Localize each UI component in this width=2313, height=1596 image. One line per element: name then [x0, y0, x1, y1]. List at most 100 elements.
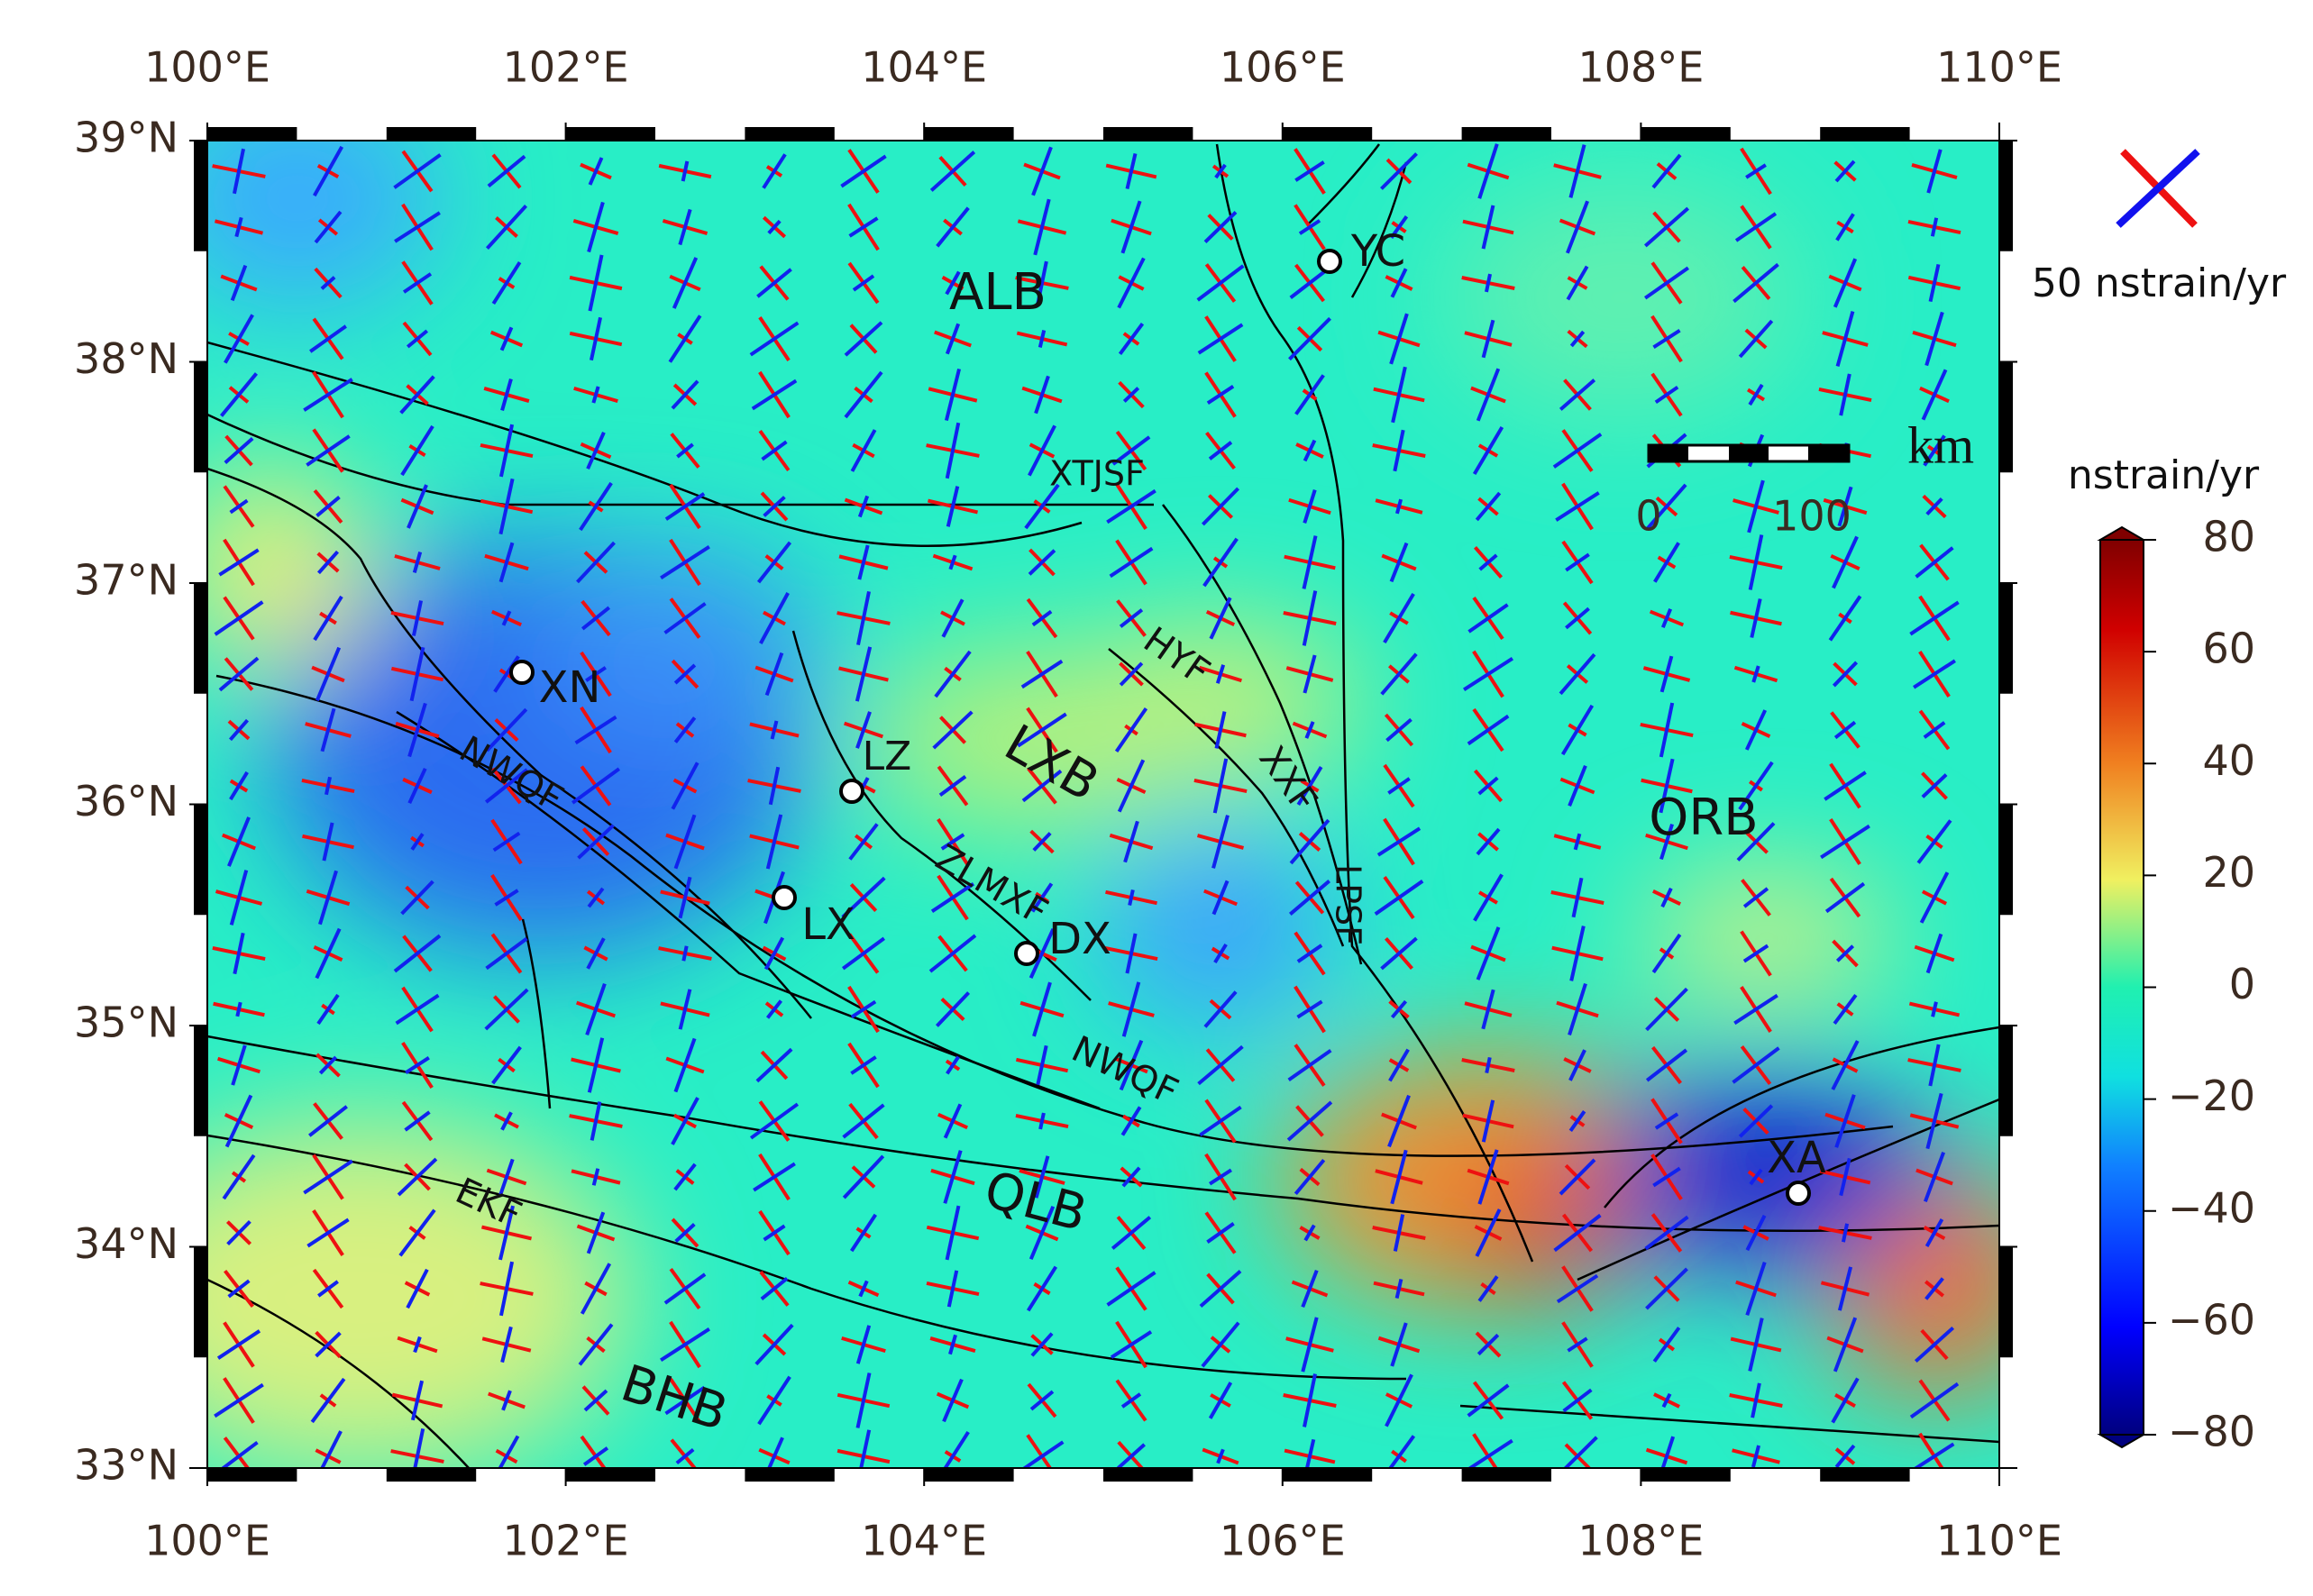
strain-compression — [1660, 607, 1673, 629]
strain-compression — [1645, 987, 1688, 1032]
strain-compression — [393, 934, 442, 973]
strain-compression — [322, 822, 334, 862]
strain-compression — [660, 545, 710, 579]
lat-tick-label: 36°N — [74, 777, 178, 825]
strain-compression — [1387, 777, 1411, 795]
strain-compression — [1738, 761, 1774, 811]
strain-compression — [1125, 933, 1138, 974]
strain-compression — [303, 378, 353, 412]
colorbar-tick-label: 40 — [2202, 736, 2255, 785]
strain-compression — [586, 1211, 606, 1254]
strain-compression — [1021, 1440, 1065, 1468]
strain-compression — [850, 429, 877, 472]
strain-compression — [759, 592, 790, 644]
strain-compression — [229, 771, 249, 801]
strain-compression — [1288, 316, 1331, 361]
strain-compression — [1123, 820, 1139, 863]
strain-compression — [1117, 257, 1146, 309]
strain-compression — [678, 876, 692, 919]
strain-compression — [934, 650, 972, 698]
strain-compression — [1296, 766, 1323, 806]
strain-compression — [582, 1446, 609, 1466]
strain-compression — [1748, 534, 1764, 590]
strain-compression — [411, 600, 424, 636]
strain-compression — [1389, 215, 1409, 239]
strain-compression — [1925, 1092, 1943, 1150]
scale-unit: km — [1907, 415, 1974, 474]
strain-compression — [1303, 1224, 1316, 1242]
strain-compression — [574, 715, 617, 745]
strain-compression — [1380, 936, 1418, 971]
colorbar-tick-label: −60 — [2168, 1295, 2255, 1344]
strain-compression — [1206, 1222, 1235, 1244]
strain-compression — [227, 1279, 251, 1299]
strain-compression — [1925, 933, 1943, 974]
strain-compression — [1032, 832, 1052, 852]
strain-compression — [844, 370, 883, 419]
strain-compression — [753, 1162, 796, 1192]
strain-compression — [768, 766, 781, 806]
strain-compression — [857, 544, 870, 580]
strain-compression — [1477, 776, 1499, 796]
strain-compression — [671, 762, 699, 810]
strain-compression — [1208, 1382, 1233, 1419]
strain-compression — [1467, 1438, 1513, 1468]
strain-compression — [1031, 146, 1053, 196]
strain-compression — [228, 718, 250, 742]
strain-compression — [1556, 1273, 1599, 1304]
strain-compression — [309, 324, 347, 353]
lon-tick-label: 102°E — [503, 1517, 629, 1565]
strain-compression — [1654, 1112, 1679, 1130]
strain-compression — [1914, 1442, 1955, 1468]
strain-compression — [498, 542, 515, 583]
strain-compression — [1117, 759, 1146, 813]
strain-compression — [1128, 889, 1135, 906]
strain-compression — [1389, 542, 1409, 583]
strain-compression — [485, 768, 528, 804]
strain-compression — [770, 720, 779, 740]
strain-compression — [757, 1375, 791, 1426]
strain-compression — [1026, 1265, 1058, 1312]
strain-compression — [1565, 606, 1590, 630]
strain-compression — [1030, 882, 1054, 913]
strain-compression — [1475, 491, 1502, 522]
strain-compression — [325, 776, 332, 796]
strain-compression — [1120, 1392, 1142, 1409]
scale-tick: 100 — [1772, 492, 1851, 541]
strain-compression — [1659, 655, 1674, 693]
strain-compression — [586, 937, 606, 970]
strain-compression — [674, 1223, 696, 1243]
strain-compression — [320, 707, 336, 752]
strain-compression — [1553, 1213, 1602, 1253]
strain-compression — [945, 1205, 961, 1261]
strain-compression — [1748, 1318, 1764, 1372]
lat-tick-label: 38°N — [74, 334, 178, 383]
strain-compression — [1832, 535, 1859, 589]
strain-compression — [1833, 720, 1857, 740]
strain-compression — [1111, 435, 1151, 466]
strain-compression — [1559, 378, 1596, 411]
strain-compression — [1660, 887, 1673, 908]
strain-compression — [857, 495, 870, 518]
strain-compression — [1661, 1392, 1672, 1409]
strain-compression — [1928, 263, 1941, 303]
strain-compression — [664, 492, 706, 521]
strain-compression — [1568, 764, 1587, 807]
strain-compression — [1020, 659, 1064, 689]
strain-compression — [1820, 824, 1870, 860]
strain-compression — [850, 1213, 877, 1253]
strain-compression — [1660, 1436, 1676, 1468]
strain-compression — [1924, 1218, 1944, 1248]
strain-compression — [410, 1380, 425, 1421]
strain-compression — [1559, 652, 1596, 696]
strain-compression — [1831, 1377, 1860, 1424]
strain-compression — [220, 372, 258, 417]
strain-compression — [1394, 1279, 1403, 1299]
colorbar-tick-label: 0 — [2229, 960, 2255, 1008]
strain-compression — [1298, 219, 1321, 235]
lon-tick-label: 102°E — [503, 43, 629, 92]
strain-compression — [400, 880, 434, 916]
strain-compression — [400, 424, 434, 477]
city-marker — [509, 660, 535, 685]
strain-compression — [1289, 267, 1330, 299]
